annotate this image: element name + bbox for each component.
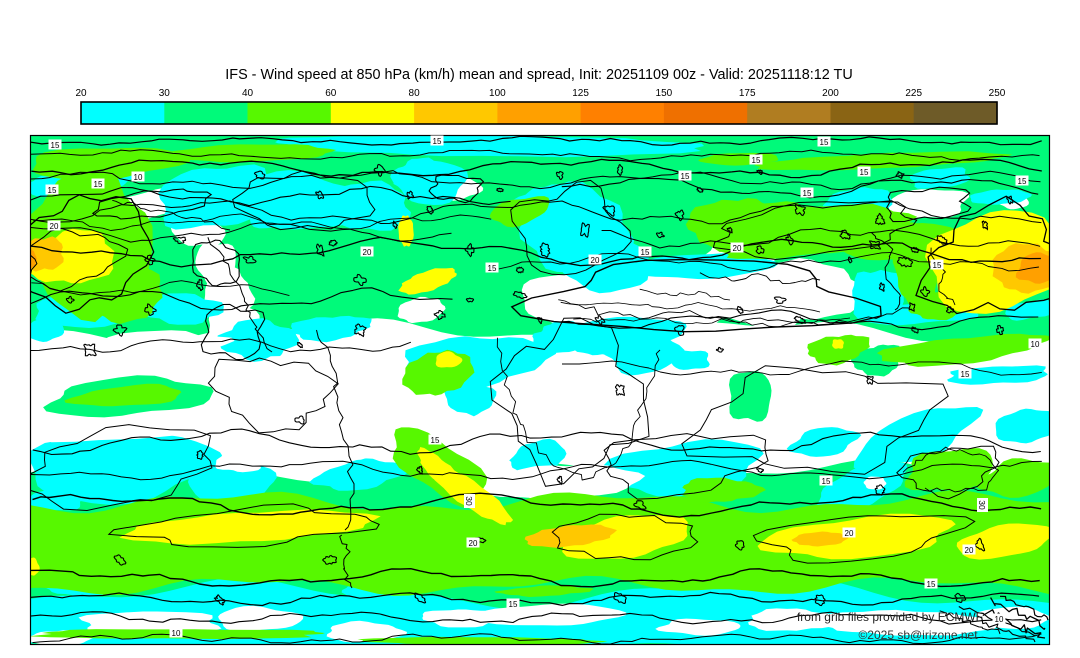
- svg-text:20: 20: [50, 222, 59, 231]
- svg-text:IFS - Wind speed at 850 hPa (k: IFS - Wind speed at 850 hPa (km/h) mean …: [225, 67, 852, 83]
- svg-text:15: 15: [488, 264, 497, 273]
- svg-text:15: 15: [48, 186, 57, 195]
- svg-text:10: 10: [995, 615, 1004, 624]
- svg-text:10: 10: [172, 629, 181, 638]
- svg-text:175: 175: [739, 88, 756, 99]
- svg-text:30: 30: [159, 88, 171, 99]
- svg-text:20: 20: [845, 529, 854, 538]
- svg-text:15: 15: [433, 137, 442, 146]
- svg-text:15: 15: [822, 477, 831, 486]
- svg-text:15: 15: [509, 600, 518, 609]
- svg-text:60: 60: [325, 88, 337, 99]
- svg-text:15: 15: [933, 261, 942, 270]
- svg-text:from grib files provided by EC: from grib files provided by ECMWF: [797, 610, 983, 624]
- svg-text:©2025 sb@irizone.net: ©2025 sb@irizone.net: [858, 628, 978, 642]
- svg-text:40: 40: [242, 88, 254, 99]
- svg-text:20: 20: [733, 244, 742, 253]
- svg-text:15: 15: [431, 436, 440, 445]
- svg-text:20: 20: [965, 546, 974, 555]
- svg-text:10: 10: [134, 173, 143, 182]
- svg-text:20: 20: [469, 539, 478, 548]
- svg-text:100: 100: [489, 88, 506, 99]
- svg-text:15: 15: [961, 370, 970, 379]
- svg-text:15: 15: [641, 248, 650, 257]
- svg-text:20: 20: [363, 248, 372, 257]
- svg-text:20: 20: [591, 256, 600, 265]
- svg-text:30: 30: [977, 500, 987, 510]
- svg-text:15: 15: [94, 180, 103, 189]
- svg-text:200: 200: [822, 88, 839, 99]
- svg-text:15: 15: [860, 168, 869, 177]
- svg-text:125: 125: [572, 88, 589, 99]
- svg-text:15: 15: [681, 172, 690, 181]
- svg-text:30: 30: [464, 496, 474, 506]
- svg-text:15: 15: [51, 141, 60, 150]
- svg-text:15: 15: [752, 156, 761, 165]
- svg-text:20: 20: [75, 88, 87, 99]
- svg-text:15: 15: [1018, 177, 1027, 186]
- svg-text:15: 15: [927, 580, 936, 589]
- svg-text:15: 15: [820, 138, 829, 147]
- svg-text:80: 80: [409, 88, 421, 99]
- svg-text:250: 250: [989, 88, 1006, 99]
- svg-text:10: 10: [1031, 340, 1040, 349]
- svg-text:15: 15: [803, 189, 812, 198]
- svg-text:225: 225: [905, 88, 922, 99]
- svg-text:150: 150: [656, 88, 673, 99]
